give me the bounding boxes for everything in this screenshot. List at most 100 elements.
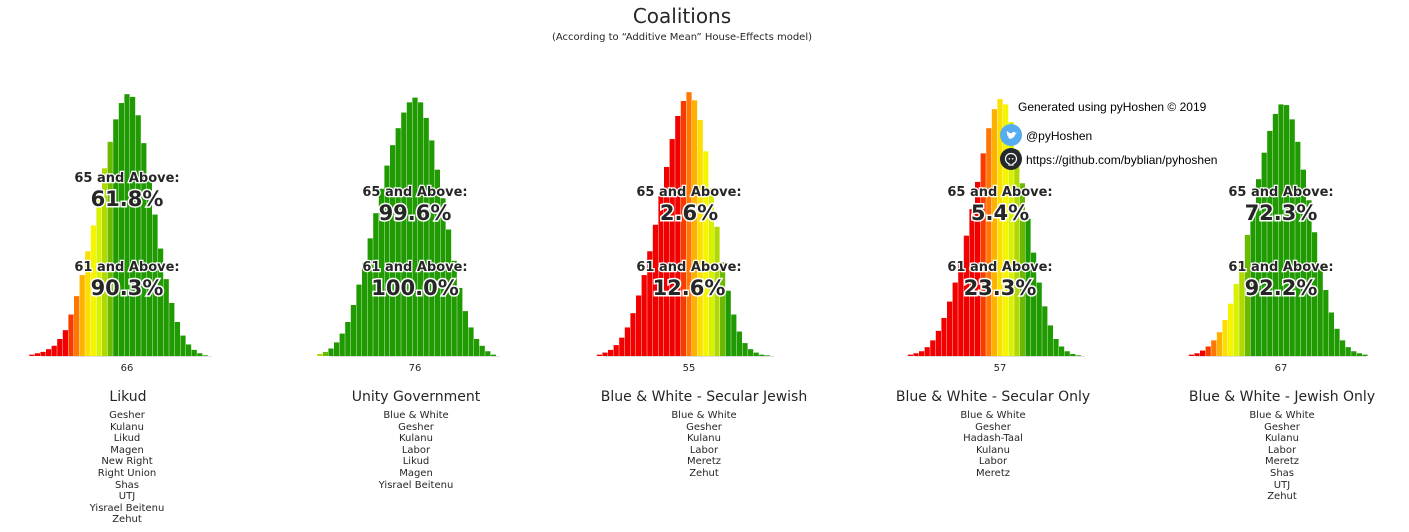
threshold-61-value: 92.2%: [1245, 276, 1318, 300]
seat-probability-bar: [339, 333, 345, 356]
seat-probability-bar: [96, 196, 102, 356]
party-name: Labor: [401, 444, 431, 456]
party-name: Gesher: [398, 421, 434, 433]
threshold-61-label: 61 and Above:: [947, 260, 1052, 275]
seat-probability-bar: [1200, 350, 1206, 356]
seat-probability-bar: [720, 262, 726, 356]
party-list-secular-jewish: Blue & White Gesher Kulanu Labor Meretz …: [604, 410, 804, 480]
coalition-panel: 55 61 and Above:12.6% 65 and Above:2.6%: [596, 92, 774, 374]
seat-probability-bar: [1356, 353, 1362, 356]
seat-probability-bar: [1261, 152, 1267, 356]
threshold-65-value: 2.6%: [660, 201, 718, 225]
party-name: Blue & White: [671, 410, 737, 421]
seat-probability-bar: [1278, 104, 1284, 357]
seat-probability-bar: [1312, 232, 1318, 356]
party-name: Blue & White: [383, 410, 449, 421]
seat-probability-bar: [362, 262, 368, 356]
party-name: Likud: [113, 433, 141, 445]
party-name: Labor: [689, 444, 719, 456]
seat-probability-bar: [429, 140, 435, 356]
party-name: Kulanu: [110, 421, 144, 433]
party-name: Gesher: [975, 421, 1011, 433]
seat-probability-bar: [169, 302, 175, 356]
seat-probability-bar: [714, 226, 720, 356]
mode-tick-label: 66: [121, 363, 134, 374]
seat-probability-bar: [641, 275, 647, 356]
panel-title-unity-government: Unity Government: [351, 389, 481, 405]
seat-probability-bar: [124, 94, 130, 356]
seat-probability-bar: [186, 344, 192, 356]
seat-probability-bar: [440, 198, 446, 356]
seat-probability-bar: [675, 115, 681, 357]
threshold-61-value: 90.3%: [91, 276, 164, 300]
seat-probability-bar: [390, 145, 396, 356]
seat-probability-bar: [62, 330, 68, 356]
seat-probability-bar: [1295, 141, 1301, 356]
seat-probability-bar: [1047, 325, 1053, 356]
seat-probability-bar: [1216, 332, 1222, 356]
seat-probability-bar: [1239, 260, 1245, 356]
party-name: Gesher: [686, 421, 722, 433]
seat-probability-bar: [79, 275, 85, 356]
seat-probability-bar: [958, 260, 964, 356]
threshold-65-value: 61.8%: [91, 187, 164, 211]
twitter-bird-icon: [1006, 131, 1017, 139]
party-name: Blue & White: [1249, 410, 1315, 421]
seat-probability-bar: [759, 354, 765, 356]
seat-probability-bar: [1267, 130, 1273, 356]
seat-probability-bar: [1205, 346, 1211, 356]
seat-probability-bar: [378, 188, 384, 356]
seat-probability-bar: [1244, 234, 1250, 356]
seat-probability-bar: [451, 260, 457, 356]
seat-probability-bar: [669, 139, 675, 356]
party-name: Right Union: [97, 467, 157, 479]
mode-tick-label: 67: [1275, 363, 1288, 374]
seat-probability-bar: [608, 349, 614, 356]
seat-probability-bar: [446, 229, 452, 356]
seat-probability-bar: [1256, 179, 1262, 356]
seat-probability-bar: [636, 295, 642, 356]
seat-probability-bar: [652, 224, 658, 356]
seat-probability-bar: [703, 151, 709, 356]
seat-probability-bar: [163, 279, 169, 356]
seat-probability-bar: [1272, 113, 1278, 356]
github-badge[interactable]: [1000, 148, 1022, 170]
threshold-65-value: 99.6%: [379, 201, 452, 225]
github-octocat-icon: [1004, 152, 1018, 166]
seat-probability-bar: [373, 213, 379, 356]
party-name: Hadash-Taal: [963, 433, 1023, 445]
party-name: Labor: [1267, 444, 1297, 456]
seat-probability-bar: [941, 317, 947, 356]
seat-probability-bar: [457, 288, 463, 356]
coalition-panel: 57 61 and Above:23.3% 65 and Above:5.4%: [907, 98, 1085, 374]
seat-probability-bar: [1070, 353, 1076, 356]
seat-probability-bar: [1014, 149, 1020, 356]
seat-probability-bar: [418, 102, 424, 356]
party-name: Yisrael Beitenu: [378, 479, 454, 491]
seat-probability-bar: [613, 345, 619, 356]
github-url[interactable]: https://github.com/byblian/pyhoshen: [1026, 153, 1218, 167]
seat-probability-bar: [680, 101, 686, 356]
party-name: Zehut: [1267, 491, 1297, 503]
threshold-61-label: 61 and Above:: [362, 260, 467, 275]
seat-probability-bar: [1328, 312, 1334, 356]
threshold-65-label: 65 and Above:: [636, 185, 741, 200]
seat-probability-bar: [924, 347, 930, 356]
twitter-badge[interactable]: [1000, 124, 1022, 146]
seat-probability-bar: [725, 290, 731, 356]
seat-probability-bar: [68, 314, 74, 356]
seat-probability-bar: [474, 339, 480, 356]
seat-probability-bar: [1284, 105, 1290, 356]
seat-probability-bar: [406, 102, 412, 356]
party-name: Meretz: [1265, 456, 1299, 468]
seat-probability-bar: [135, 115, 141, 356]
twitter-handle[interactable]: @pyHoshen: [1026, 129, 1093, 143]
seat-probability-bar: [29, 354, 35, 356]
seat-probability-bar: [975, 181, 981, 356]
seat-probability-bar: [952, 282, 958, 356]
seat-probability-bar: [1250, 207, 1256, 356]
seat-probability-bar: [1211, 340, 1217, 356]
party-name: Kulanu: [1265, 433, 1299, 445]
party-name: Zehut: [689, 467, 719, 479]
seat-probability-bar: [113, 119, 119, 356]
